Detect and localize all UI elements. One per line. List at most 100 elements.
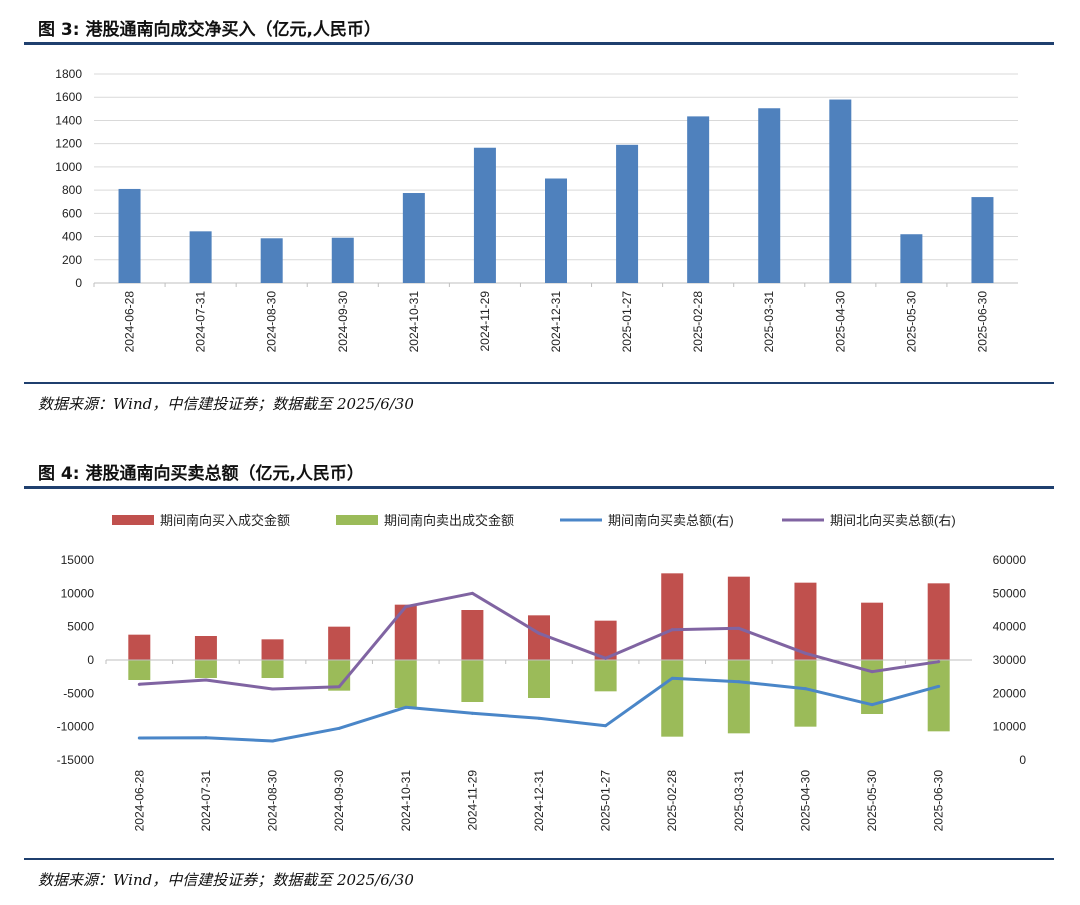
chart1-ytick-label: 1400 [55,113,82,127]
chart2-southbound-point [537,716,541,720]
legend-label-1: 期间南向买入成交金额 [160,513,290,528]
chart1-xtick-label: 2024-06-28 [123,291,137,353]
chart2-sell-bar [261,660,284,678]
chart2-buy-bar [461,610,484,660]
chart2-southbound-point [870,703,874,707]
chart2-xtick-label: 2025-02-28 [665,770,679,832]
chart2-ytick-right-label: 10000 [993,720,1027,734]
chart1-bar [331,237,354,283]
chart2-sell-bar [927,660,950,732]
chart2-buy-bar [861,602,884,660]
chart2-northbound-point [271,687,275,691]
figure1-title: 图 3: 港股通南向成交净买入（亿元,人民币） [38,20,381,40]
chart1-bar [473,147,496,283]
chart2-ytick-right-label: 30000 [993,653,1027,667]
chart2-ytick-left-label: 15000 [61,553,95,567]
chart2-sell-bar [727,660,750,734]
chart1-xtick-label: 2024-07-31 [194,291,208,353]
chart2-xtick-label: 2025-05-30 [865,770,879,832]
chart1-ytick-label: 0 [75,276,82,290]
chart2-ytick-right-label: 60000 [993,553,1027,567]
figure1-top-rule [24,42,1054,45]
chart2-southbound-point [737,680,741,684]
chart2-northbound-point [204,678,208,682]
chart2-buy-bar [594,620,617,660]
chart2-southbound-point [337,726,341,730]
chart2-xtick-label: 2024-08-30 [266,770,280,832]
chart1-xtick-label: 2025-06-30 [975,291,989,353]
chart2-northbound-point [337,685,341,689]
chart2-buy-bar [261,639,284,660]
chart2-sell-bar [861,660,884,714]
chart2-sell-bar [594,660,617,692]
chart2-xtick-label: 2024-07-31 [199,770,213,832]
chart2-buy-bar [794,582,817,660]
chart2-northbound-point [803,651,807,655]
chart2-northbound-point [870,670,874,674]
chart2-northbound-point [737,626,741,630]
chart1-xtick-label: 2024-09-30 [336,291,350,353]
chart2-sell-bar [194,660,217,678]
chart2-sell-bar [528,660,550,698]
chart2-ytick-left-label: 0 [87,653,94,667]
chart2-buy-bar [661,573,684,660]
chart2-plot: 期间南向买入成交金额 期间南向卖出成交金额 期间南向买卖总额(右) 期间北向买卖总额(… [57,513,1027,832]
chart2-sell-bar [128,660,151,680]
chart1-xtick-label: 2025-03-31 [762,291,776,353]
chart2-southbound-point [803,687,807,691]
chart2-xtick-label: 2025-03-31 [732,770,746,832]
chart2-sell-bar [328,660,351,691]
figure1-bottom-rule [24,382,1054,384]
legend-swatch-2 [336,515,378,525]
chart2-buy-bar [328,626,351,660]
chart2-buy-bar [394,604,417,660]
chart2-ytick-right-label: 40000 [993,620,1027,634]
chart2-ytick-right-label: 0 [1019,753,1026,767]
chart2-northbound-point [537,631,541,635]
chart1-ytick-label: 1600 [55,90,82,104]
chart2-sell-bar [661,660,684,737]
chart1-xtick-label: 2025-01-27 [620,291,634,353]
chart2-ytick-left-label: -5000 [63,686,94,700]
chart1-xtick-label: 2024-08-30 [265,291,279,353]
figure2-bottom-rule [24,858,1054,860]
chart1-ytick-label: 1000 [55,160,82,174]
chart1-bar [758,108,781,283]
chart1-ytick-label: 600 [62,206,82,220]
chart2-southbound-point [204,736,208,740]
chart1-plot: 0 200 400 600 800 1000 1200 1400 1600 1800 2024-06… [55,67,1018,353]
chart2-xtick-label: 2024-10-31 [399,770,413,832]
chart2-northbound-point [937,660,941,664]
chart1-bar [260,238,283,283]
chart2-buy-bar [927,583,950,660]
chart1-xtick-label: 2024-12-31 [549,291,563,353]
figure1-source: 数据来源：Wind，中信建投证券；数据截至 2025/6/30 [38,395,414,413]
legend-label-2: 期间南向卖出成交金额 [384,513,514,528]
chart1-ytick-label: 400 [62,230,82,244]
chart1-bar [616,144,639,283]
chart1-ytick-label: 1200 [55,137,82,151]
chart2-buy-bar [128,634,151,660]
chart2-southbound-point [137,736,141,740]
chart2-ytick-right-label: 50000 [993,586,1027,600]
chart2-ytick-left-label: -10000 [57,720,95,734]
chart2-southbound-point [937,684,941,688]
chart2-xtick-label: 2024-11-29 [465,770,479,831]
chart1-xtick-label: 2025-04-30 [833,291,847,353]
chart2-ytick-left-label: 10000 [61,586,95,600]
legend-label-4: 期间北向买卖总额(右) [830,513,956,528]
figure2-top-rule [24,486,1054,489]
chart1-bar [402,193,425,283]
chart2-xtick-label: 2025-01-27 [599,770,613,832]
chart2-ytick-right-label: 20000 [993,686,1027,700]
chart2-sell-bar [461,660,484,702]
chart2-sell-bar [394,660,417,708]
chart1-bar [900,234,923,283]
chart2-buy-bar [194,636,217,660]
chart2-northbound-point [604,656,608,660]
chart2-southbound-point [404,705,408,709]
chart2-xtick-label: 2025-04-30 [798,770,812,832]
chart2-southbound-point [604,724,608,728]
chart1-bar [118,188,141,283]
chart1-ytick-label: 800 [62,183,82,197]
